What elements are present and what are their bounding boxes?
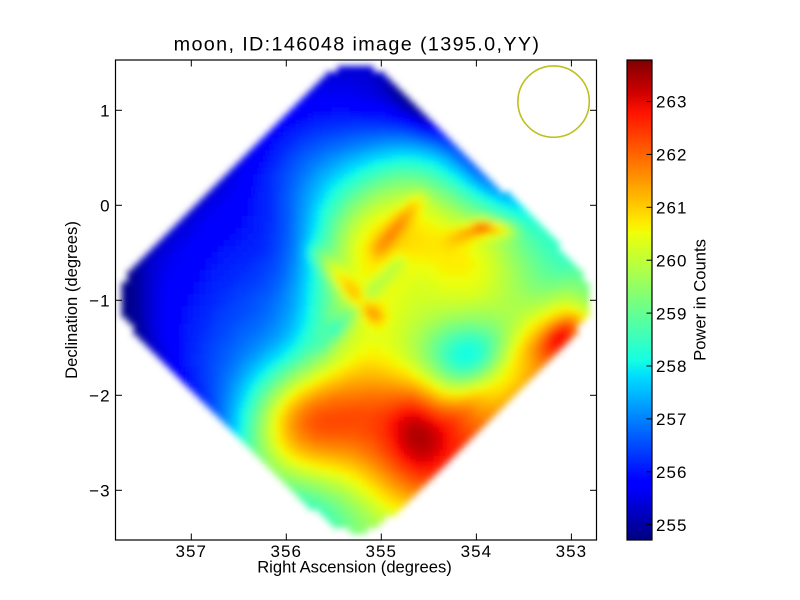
svg-text:354: 354 bbox=[461, 542, 493, 561]
svg-text:0: 0 bbox=[100, 197, 111, 216]
svg-text:258: 258 bbox=[656, 357, 688, 376]
svg-text:Power in Counts: Power in Counts bbox=[691, 239, 710, 361]
svg-text:261: 261 bbox=[656, 199, 688, 218]
svg-text:262: 262 bbox=[656, 146, 688, 165]
svg-text:255: 255 bbox=[656, 516, 688, 535]
svg-text:263: 263 bbox=[656, 93, 688, 112]
svg-text:−2: −2 bbox=[89, 387, 110, 406]
svg-text:355: 355 bbox=[366, 542, 398, 561]
svg-text:357: 357 bbox=[176, 542, 208, 561]
svg-text:260: 260 bbox=[656, 251, 688, 270]
svg-text:353: 353 bbox=[556, 542, 588, 561]
svg-text:Right Ascension (degrees): Right Ascension (degrees) bbox=[257, 558, 452, 577]
svg-text:Declination (degrees): Declination (degrees) bbox=[62, 221, 81, 379]
svg-text:−3: −3 bbox=[89, 482, 110, 501]
svg-text:257: 257 bbox=[656, 410, 688, 429]
svg-text:moon, ID:146048 image (1395.0,: moon, ID:146048 image (1395.0,YY) bbox=[174, 34, 541, 56]
svg-text:356: 356 bbox=[271, 542, 303, 561]
svg-text:−1: −1 bbox=[89, 292, 110, 311]
svg-text:256: 256 bbox=[656, 463, 688, 482]
svg-text:259: 259 bbox=[656, 304, 688, 323]
svg-text:1: 1 bbox=[100, 102, 111, 121]
